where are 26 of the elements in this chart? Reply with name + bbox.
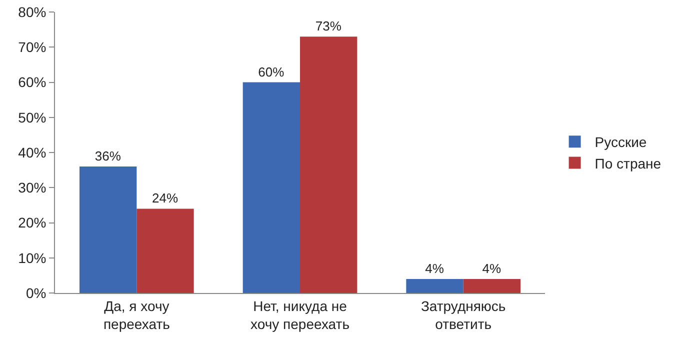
- x-tick-label: Нет, никуда не хочу переехать: [250, 298, 350, 332]
- bar: [406, 278, 464, 293]
- data-label: 4%: [425, 260, 444, 276]
- x-tick-label: Да, я хочу переехать: [103, 298, 170, 332]
- data-label: 24%: [152, 190, 178, 206]
- y-tick-label: 70%: [18, 39, 46, 56]
- bar: [242, 82, 300, 293]
- bar: [300, 36, 358, 293]
- bar: [463, 278, 520, 293]
- y-tick-label: 30%: [18, 180, 46, 196]
- legend-label: По стране: [594, 155, 662, 172]
- data-label: 73%: [315, 18, 342, 34]
- bar: [136, 208, 194, 293]
- y-tick-label: 20%: [18, 214, 46, 231]
- x-tick-label: Затрудняюсь ответить: [420, 298, 506, 332]
- legend-label: Русские: [594, 134, 647, 150]
- data-label: 60%: [258, 64, 285, 80]
- bar: [80, 166, 137, 293]
- y-tick-label: 50%: [18, 109, 46, 126]
- data-label: 36%: [94, 148, 122, 164]
- y-tick-label: 40%: [18, 144, 46, 160]
- y-tick-label: 80%: [18, 4, 46, 20]
- y-tick-label: 10%: [18, 250, 46, 266]
- data-label: 4%: [482, 260, 502, 276]
- y-tick-label: 0%: [26, 284, 46, 301]
- y-tick-label: 60%: [18, 74, 46, 90]
